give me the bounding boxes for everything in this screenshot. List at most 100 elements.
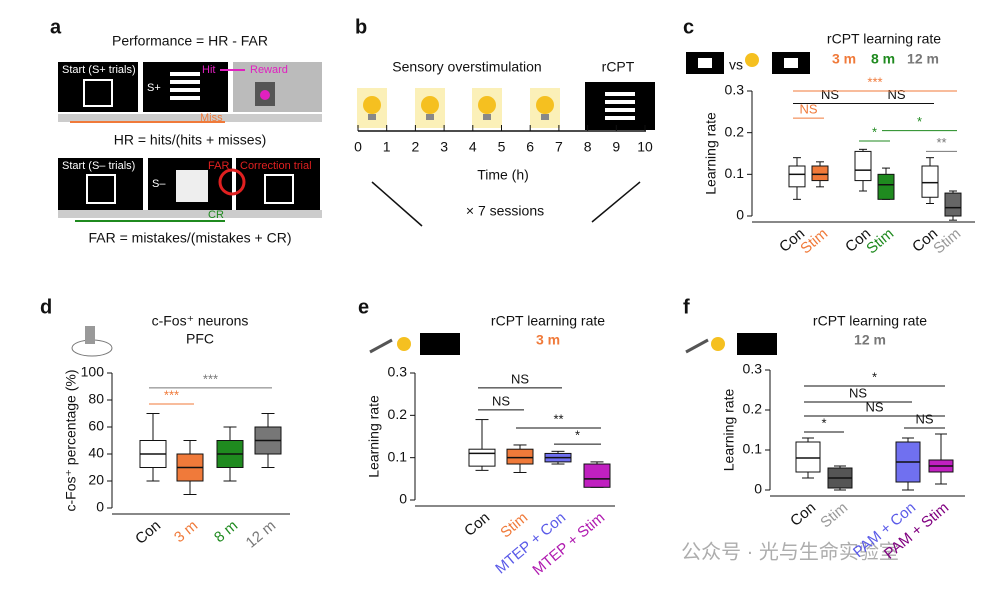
chart-title: rCPT learning rate xyxy=(813,313,927,329)
label: Miss xyxy=(200,112,223,124)
significance-label: * xyxy=(917,114,922,129)
x-tick-label: 12 m xyxy=(243,517,279,551)
square xyxy=(83,79,113,107)
tick-label: 7 xyxy=(555,139,563,155)
x-tick-label: Con xyxy=(787,499,819,530)
tick-label: 0 xyxy=(354,139,362,155)
label: Start (S– trials) xyxy=(62,160,135,172)
legend-entry: 3 m xyxy=(536,332,560,348)
screen xyxy=(58,158,143,210)
bulb-base xyxy=(368,114,376,120)
formula: Performance = HR - FAR xyxy=(112,33,268,49)
connector xyxy=(371,181,423,227)
y-tick-label: 0.1 xyxy=(388,448,408,464)
x-tick-label: Stim xyxy=(817,499,851,531)
legend-entry: 12 m xyxy=(907,51,939,67)
drop xyxy=(260,90,270,100)
bulb-base xyxy=(483,114,491,120)
stripes xyxy=(605,92,635,120)
panel-a: Performance = HR - FAR Start (S+ trials)… xyxy=(58,33,322,246)
label: Correction trial xyxy=(240,160,312,172)
formula: FAR = mistakes/(mistakes + CR) xyxy=(88,230,291,246)
significance-label: NS xyxy=(511,371,529,386)
connector xyxy=(591,181,641,223)
box xyxy=(944,192,962,217)
legend-entry: 3 m xyxy=(832,51,856,67)
bulb xyxy=(536,96,554,114)
snowflake xyxy=(176,170,208,202)
floor xyxy=(58,114,322,122)
y-tick-label: 0.1 xyxy=(725,165,745,181)
label: rCPT xyxy=(602,59,635,75)
screen xyxy=(236,158,320,210)
significance-label: * xyxy=(872,124,877,139)
significance-label: * xyxy=(872,369,877,384)
label: Reward xyxy=(250,64,288,76)
y-tick-label: 0 xyxy=(399,491,407,507)
chart-title: rCPT learning rate xyxy=(827,31,941,47)
chart-title: rCPT learning rate xyxy=(491,313,605,329)
y-axis-label: Learning rate xyxy=(366,395,382,478)
square xyxy=(264,174,294,204)
y-tick-label: 0 xyxy=(754,481,762,497)
y-tick-label: 0.2 xyxy=(388,406,408,422)
rcpt-screen xyxy=(585,82,655,130)
label: S– xyxy=(152,178,166,190)
bulb-base xyxy=(541,114,549,120)
square xyxy=(86,174,116,204)
y-axis-label: Learning rate xyxy=(703,112,719,195)
tick-label: 1 xyxy=(383,139,391,155)
label: CR xyxy=(208,209,224,221)
panel-label: f xyxy=(683,296,690,318)
significance-label: ** xyxy=(936,135,946,150)
panel-label: b xyxy=(355,16,367,38)
box xyxy=(468,448,496,467)
tick-label: 3 xyxy=(440,139,448,155)
screen xyxy=(58,62,138,112)
significance-label: NS xyxy=(799,102,817,117)
loop xyxy=(218,168,246,196)
y-axis-label: c-Fos⁺ percentage (%) xyxy=(63,370,79,512)
box xyxy=(877,173,895,200)
y-tick-label: 0.2 xyxy=(743,401,763,417)
significance-label: NS xyxy=(492,393,510,408)
box xyxy=(854,150,872,182)
legend-entry: 12 m xyxy=(854,332,886,348)
x-tick-label: 3 m xyxy=(171,517,201,546)
x-tick-label: Con xyxy=(132,517,164,548)
panel-labels: a b c d e f xyxy=(40,16,694,318)
significance-label: *** xyxy=(203,371,218,386)
stripes xyxy=(170,72,200,100)
significance-label: * xyxy=(821,415,826,430)
icons xyxy=(71,52,810,357)
box xyxy=(921,165,939,198)
bulbs xyxy=(357,88,560,128)
tick-label: 4 xyxy=(469,139,477,155)
screen xyxy=(143,62,228,112)
tick-label: 6 xyxy=(526,139,534,155)
box xyxy=(795,441,821,473)
y-tick-label: 20 xyxy=(88,472,104,488)
floor xyxy=(58,210,322,218)
box xyxy=(583,463,611,488)
y-tick-label: 0 xyxy=(736,207,744,223)
panel-label: c xyxy=(683,16,694,38)
significance-label: ** xyxy=(553,411,563,426)
tick-label: 5 xyxy=(498,139,506,155)
significance-label: NS xyxy=(915,411,933,426)
chart-title: c-Fos⁺ neurons xyxy=(152,313,249,329)
label: × 7 sessions xyxy=(466,203,544,219)
significance-label: * xyxy=(575,428,580,443)
significance-label: *** xyxy=(164,387,179,402)
label: Start (S+ trials) xyxy=(62,64,136,76)
bulb-base xyxy=(426,114,434,120)
y-tick-label: 0.3 xyxy=(388,364,408,380)
box xyxy=(811,165,829,182)
tick-label: 10 xyxy=(637,139,653,155)
panel-b: Sensory overstimulation rCPT 0 1 2 3 4 5 6 7 8 9 1… xyxy=(354,59,655,227)
significance-label: NS xyxy=(849,385,867,400)
label: Hit xyxy=(202,64,215,76)
x-tick-label: Stim xyxy=(797,225,831,257)
y-tick-label: 0.3 xyxy=(743,361,763,377)
y-tick-label: 40 xyxy=(88,445,104,461)
